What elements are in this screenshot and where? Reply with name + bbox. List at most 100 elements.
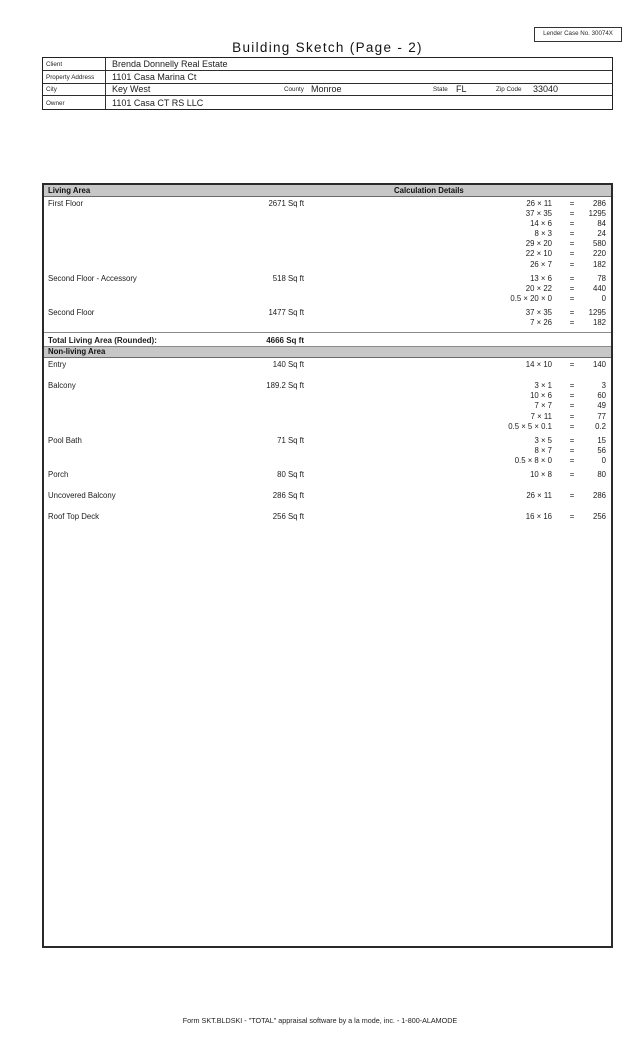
calc-expression: 20 × 22 xyxy=(525,283,552,293)
calc-result: 56 xyxy=(597,445,606,455)
calc-lines: 13 × 6 = 78 20 × 22 = 440 0.5 × 20 × 0 = 0 xyxy=(496,274,606,304)
equals-sign: = xyxy=(569,209,575,219)
zip-code-value: 33040 xyxy=(533,84,559,95)
area-name: Second Floor - Accessory xyxy=(48,273,137,283)
equals-sign: = xyxy=(569,491,575,501)
equals-sign: = xyxy=(569,401,575,411)
owner-label: Owner xyxy=(43,96,106,109)
equals-sign: = xyxy=(569,360,575,370)
calc-result: 220 xyxy=(592,249,606,259)
calc-result: 1295 xyxy=(588,307,606,317)
equals-sign: = xyxy=(569,512,575,522)
area-sqft: 71 Sq ft xyxy=(277,435,304,445)
calc-lines: 3 × 1 = 3 10 × 6 = 60 7 × 7 = 49 7 × 11 = 77 0.5 × 5… xyxy=(496,381,606,431)
equals-sign: = xyxy=(569,239,575,249)
calc-expression: 14 × 6 xyxy=(530,219,552,229)
total-living-area-row: Total Living Area (Rounded): 4666 Sq ft xyxy=(44,332,611,346)
calc-line: 3 × 5 = 15 xyxy=(496,436,606,446)
area-row: Roof Top Deck 256 Sq ft 16 × 16 = 256 xyxy=(44,512,611,522)
calc-expression: 26 × 11 xyxy=(526,491,552,501)
calc-line: 14 × 6 = 84 xyxy=(496,219,606,229)
living-area-header: Living Area xyxy=(48,186,91,195)
equals-sign: = xyxy=(569,391,575,401)
calc-lines: 26 × 11 = 286 37 × 35 = 1295 14 × 6 = 84 8 × 3 = 24… xyxy=(496,199,606,270)
equals-sign: = xyxy=(569,283,575,293)
total-living-area-label: Total Living Area (Rounded): xyxy=(48,336,157,346)
calc-expression: 8 × 3 xyxy=(534,229,552,239)
calc-result: 0.2 xyxy=(595,421,606,431)
area-sqft: 140 Sq ft xyxy=(272,360,304,370)
calc-line: 0.5 × 20 × 0 = 0 xyxy=(496,294,606,304)
calc-result: 256 xyxy=(592,512,606,522)
area-sqft: 256 Sq ft xyxy=(272,512,304,522)
calc-result: 182 xyxy=(592,318,606,328)
equals-sign: = xyxy=(569,229,575,239)
area-name: Second Floor xyxy=(48,307,95,317)
area-name: First Floor xyxy=(48,199,84,208)
area-name: Pool Bath xyxy=(48,435,82,445)
area-name: Balcony xyxy=(48,381,76,391)
calc-lines: 37 × 35 = 1295 7 × 26 = 182 xyxy=(496,308,606,328)
equals-sign: = xyxy=(569,470,575,480)
owner-row: Owner 1101 Casa CT RS LLC xyxy=(43,96,612,109)
equals-sign: = xyxy=(569,318,575,328)
equals-sign: = xyxy=(569,381,575,391)
living-area-rows: First Floor 2671 Sq ft 26 × 11 = 286 37 × 35 =… xyxy=(44,197,611,328)
calc-line: 10 × 8 = 80 xyxy=(496,470,606,480)
calc-line: 26 × 11 = 286 xyxy=(496,491,606,501)
area-name: Uncovered Balcony xyxy=(48,491,116,501)
calc-lines: 14 × 10 = 140 xyxy=(496,360,606,370)
lender-case-label: Lender Case No. 30074X xyxy=(543,30,613,37)
client-value: Brenda Donnelly Real Estate xyxy=(112,58,228,69)
equals-sign: = xyxy=(569,293,575,303)
area-name: Porch xyxy=(48,470,69,480)
calc-expression: 0.5 × 20 × 0 xyxy=(510,293,552,303)
calc-expression: 10 × 8 xyxy=(530,470,552,480)
lender-case-box: Lender Case No. 30074X xyxy=(534,27,622,42)
nonliving-area-rows: Entry 140 Sq ft 14 × 10 = 140 Balcony 189.2 Sq… xyxy=(44,358,611,522)
area-sqft: 2671 Sq ft xyxy=(268,199,304,208)
calc-expression: 3 × 1 xyxy=(534,381,552,391)
calc-result: 286 xyxy=(592,491,606,501)
calc-line: 22 × 10 = 220 xyxy=(496,249,606,259)
area-name: Roof Top Deck xyxy=(48,512,99,522)
calc-result: 0 xyxy=(601,455,606,465)
area-row: Porch 80 Sq ft 10 × 8 = 80 xyxy=(44,470,611,480)
equals-sign: = xyxy=(569,455,575,465)
calc-expression: 7 × 7 xyxy=(534,401,552,411)
calc-result: 580 xyxy=(592,239,606,249)
calc-expression: 0.5 × 8 × 0 xyxy=(514,455,552,465)
area-sqft: 189.2 Sq ft xyxy=(266,381,304,391)
calc-line: 0.5 × 8 × 0 = 0 xyxy=(496,456,606,466)
equals-sign: = xyxy=(569,249,575,259)
calc-result: 78 xyxy=(597,273,606,283)
calc-expression: 8 × 7 xyxy=(534,445,552,455)
calc-result: 182 xyxy=(592,259,606,269)
calc-expression: 7 × 11 xyxy=(530,411,552,421)
owner-value: 1101 Casa CT RS LLC xyxy=(112,98,204,108)
city-label: City xyxy=(43,83,106,96)
equals-sign: = xyxy=(569,273,575,283)
calc-expression: 26 × 7 xyxy=(530,259,552,269)
calc-result: 77 xyxy=(597,411,606,421)
nonliving-area-header-band: Non-living Area xyxy=(44,346,611,359)
calc-result: 49 xyxy=(597,401,606,411)
county-label: County xyxy=(284,86,304,94)
equals-sign: = xyxy=(569,411,575,421)
property-address-label: Property Address xyxy=(43,70,106,83)
calc-line: 37 × 35 = 1295 xyxy=(496,308,606,318)
calc-result: 3 xyxy=(601,381,606,391)
equals-sign: = xyxy=(569,445,575,455)
calc-line: 3 × 1 = 3 xyxy=(496,381,606,391)
calc-lines: 3 × 5 = 15 8 × 7 = 56 0.5 × 8 × 0 = 0 xyxy=(496,436,606,466)
area-row: Uncovered Balcony 286 Sq ft 26 × 11 = 286 xyxy=(44,491,611,501)
calc-line: 7 × 7 = 49 xyxy=(496,401,606,411)
calc-expression: 37 × 35 xyxy=(525,209,552,219)
area-sqft: 80 Sq ft xyxy=(277,470,304,480)
calc-line: 16 × 16 = 256 xyxy=(496,512,606,522)
calc-expression: 26 × 11 xyxy=(526,199,552,208)
client-row: Client Brenda Donnelly Real Estate xyxy=(43,58,612,71)
city-row: City Key West County Monroe State FL Zip… xyxy=(43,83,612,97)
calc-expression: 29 × 20 xyxy=(525,239,552,249)
